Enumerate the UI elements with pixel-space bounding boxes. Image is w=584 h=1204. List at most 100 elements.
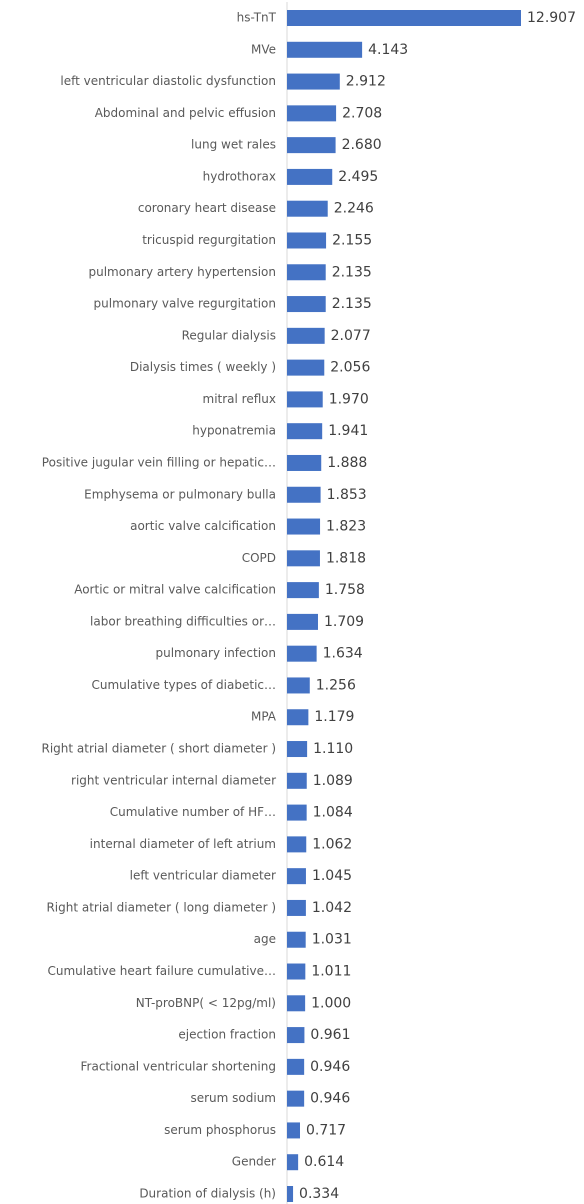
bar [287, 359, 325, 376]
value-label: 1.823 [326, 519, 366, 535]
bar [287, 868, 306, 885]
bar [287, 582, 319, 599]
value-label: 1.000 [311, 995, 351, 1011]
bar [287, 931, 306, 948]
bar [287, 1058, 305, 1075]
category-label: NT-proBNP( < 12pg/ml) [136, 996, 276, 1010]
bar [287, 613, 318, 630]
bar [287, 518, 321, 535]
bar [287, 772, 307, 789]
category-label: Cumulative number of HF… [110, 805, 276, 819]
category-label: hydrothorax [203, 169, 276, 183]
value-label: 0.717 [306, 1122, 346, 1138]
category-label: Right atrial diameter ( long diameter ) [46, 900, 276, 914]
bar [287, 264, 326, 281]
value-label: 1.062 [312, 836, 352, 852]
value-label: 1.853 [327, 487, 367, 503]
value-label: 2.912 [346, 74, 386, 90]
bar [287, 168, 333, 185]
bar [287, 1122, 300, 1139]
bar [287, 677, 310, 694]
bar [287, 1186, 294, 1202]
value-label: 1.011 [311, 964, 351, 980]
category-label: mitral reflux [203, 392, 276, 406]
value-label: 0.614 [304, 1154, 344, 1170]
value-label: 2.135 [332, 296, 372, 312]
category-label: internal diameter of left atrium [90, 837, 276, 851]
bar [287, 296, 326, 313]
category-label: labor breathing difficulties or… [90, 614, 276, 628]
value-label: 1.042 [312, 900, 352, 916]
value-label: 2.077 [331, 328, 371, 344]
value-label: 2.155 [332, 232, 372, 248]
category-label: serum sodium [190, 1091, 276, 1105]
bar [287, 550, 320, 567]
value-label: 1.179 [314, 709, 354, 725]
bar [287, 391, 323, 408]
category-label: Positive jugular vein filling or hepatic… [42, 455, 276, 469]
bar [287, 200, 328, 217]
category-label: Abdominal and pelvic effusion [95, 106, 276, 120]
value-label: 1.709 [324, 614, 364, 630]
value-label: 2.246 [334, 201, 374, 217]
value-label: 1.888 [327, 455, 367, 471]
bar [287, 137, 336, 154]
category-label: Dialysis times ( weekly ) [130, 360, 276, 374]
value-label: 1.634 [323, 646, 363, 662]
bar [287, 963, 306, 980]
value-label: 1.089 [313, 773, 353, 789]
category-label: Aortic or mitral valve calcification [74, 583, 276, 597]
category-label: left ventricular diameter [130, 869, 276, 883]
bar [287, 1090, 305, 1107]
category-label: ejection fraction [178, 1028, 276, 1042]
value-label: 2.708 [342, 105, 382, 121]
category-label: right ventricular internal diameter [71, 773, 276, 787]
category-label: MPA [251, 710, 277, 724]
value-label: 12.907 [527, 10, 576, 26]
category-label: Cumulative heart failure cumulative… [47, 964, 276, 978]
category-label: Gender [232, 1155, 276, 1169]
value-label: 1.084 [313, 805, 353, 821]
value-label: 2.680 [342, 137, 382, 153]
value-label: 1.970 [329, 391, 369, 407]
value-label: 1.031 [312, 932, 352, 948]
category-label: left ventricular diastolic dysfunction [60, 74, 276, 88]
bar [287, 73, 340, 90]
value-label: 2.135 [332, 264, 372, 280]
category-label: aortic valve calcification [130, 519, 276, 533]
category-label: hyponatremia [192, 424, 276, 438]
value-label: 2.495 [338, 169, 378, 185]
bar [287, 423, 323, 440]
category-label: lung wet rales [191, 138, 276, 152]
value-label: 0.946 [310, 1091, 350, 1107]
bar [287, 1154, 299, 1171]
value-label: 0.961 [310, 1027, 350, 1043]
value-label: 2.056 [330, 360, 370, 376]
category-label: pulmonary artery hypertension [89, 265, 277, 279]
category-label: coronary heart disease [138, 201, 276, 215]
bar [287, 741, 308, 758]
category-label: Right atrial diameter ( short diameter ) [42, 742, 277, 756]
category-label: COPD [242, 551, 276, 565]
bar [287, 645, 317, 662]
value-label: 1.818 [326, 550, 366, 566]
value-label: 1.110 [313, 741, 353, 757]
value-label: 1.256 [316, 677, 356, 693]
value-label: 1.941 [328, 423, 368, 439]
category-label: age [254, 932, 276, 946]
category-label: hs-TnT [237, 11, 277, 25]
bar [287, 836, 307, 853]
category-label: pulmonary infection [155, 646, 276, 660]
category-label: pulmonary valve regurgitation [94, 297, 276, 311]
bar [287, 899, 306, 916]
bar [287, 232, 327, 249]
value-label: 4.143 [368, 42, 408, 58]
category-label: Fractional ventricular shortening [81, 1059, 277, 1073]
value-label: 0.334 [299, 1186, 339, 1202]
category-label: Duration of dialysis (h) [139, 1187, 276, 1201]
bar [287, 105, 337, 122]
category-label: Emphysema or pulmonary bulla [84, 487, 276, 501]
category-label: Cumulative types of diabetic… [92, 678, 277, 692]
bar [287, 1027, 305, 1044]
